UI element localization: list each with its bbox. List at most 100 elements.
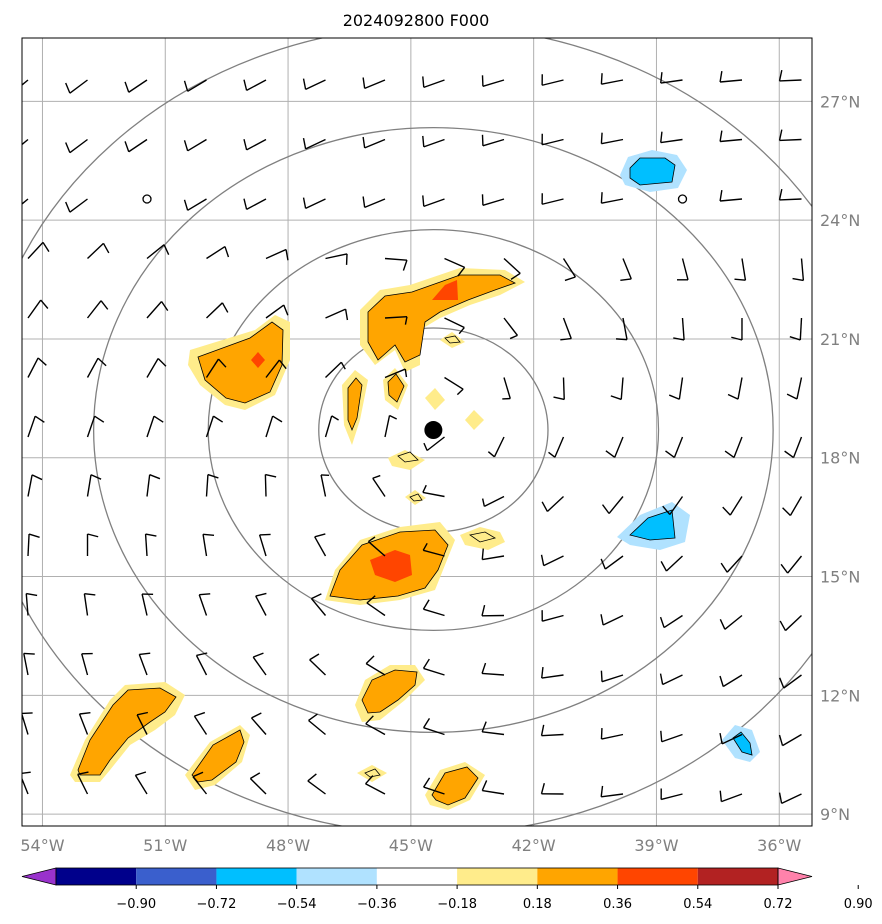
wind-barb-staff — [205, 415, 215, 438]
wind-barb-staff — [800, 258, 805, 281]
wind-barb-staff — [69, 79, 88, 94]
wind-barb-staff — [22, 198, 29, 205]
wind-barb-feather — [423, 442, 428, 451]
wind-barb-staff — [482, 789, 505, 795]
wind-barb-feather — [665, 450, 675, 459]
wind-barb-staff — [136, 714, 148, 735]
wind-barb-feather — [65, 82, 71, 94]
wind-barb-staff — [503, 257, 521, 274]
wind-barb-staff — [372, 477, 386, 497]
wind-barb-staff — [367, 541, 386, 557]
wind-barb-staff — [614, 436, 624, 458]
wind-barb-feather — [778, 792, 783, 804]
colorbar-segment — [537, 868, 618, 885]
wind-barb-staff — [503, 317, 519, 336]
wind-barb-staff — [562, 317, 572, 339]
wind-barb-feather — [541, 501, 548, 512]
wind-barb-feather — [724, 450, 735, 459]
wind-barb-staff — [601, 79, 624, 85]
wind-barb-staff — [741, 258, 747, 281]
wind-barb-feather — [87, 533, 99, 538]
wind-barb-staff — [265, 415, 274, 438]
wind-barb-staff — [444, 257, 465, 269]
colorbar-low-extend — [21, 867, 57, 886]
wind-barb-feather — [6, 84, 11, 94]
wind-barb-feather — [265, 473, 277, 478]
wind-barb-staff — [365, 723, 386, 736]
latitude-tick-label: 27°N — [820, 92, 860, 111]
wind-barb-feather — [423, 777, 431, 788]
wind-barb-feather — [719, 130, 723, 142]
wind-barb-staff — [310, 598, 327, 616]
wind-barb-staff — [426, 436, 445, 452]
wind-barb-feather — [84, 593, 96, 596]
contour-lines — [77, 157, 753, 806]
colorbar-tick-label: −0.54 — [277, 897, 317, 912]
wind-barb-staff — [781, 793, 802, 805]
wind-barb-staff — [86, 357, 99, 378]
wind-barb-feather — [481, 498, 486, 507]
wind-barb-feather — [344, 308, 349, 321]
wind-barb-feather — [28, 533, 40, 538]
wind-barb-feather — [560, 337, 572, 341]
wind-barb-feather — [722, 506, 731, 516]
wind-barb-staff — [146, 474, 151, 497]
wind-barb-staff — [662, 674, 683, 686]
wind-barb-staff — [503, 377, 511, 399]
wind-barb-feather — [660, 72, 663, 84]
wind-barb-feather — [308, 713, 318, 722]
longitude-tick-label: 54°W — [20, 836, 64, 855]
colorbar-segment — [376, 868, 458, 885]
wind-barb-staff — [681, 258, 689, 280]
wind-barb-feather — [422, 484, 427, 493]
wind-barb-feather — [221, 302, 229, 313]
wind-barb-staff — [22, 138, 29, 146]
wind-barb-feather — [481, 548, 484, 560]
wind-barb-staff — [423, 727, 445, 736]
wind-barb-feather — [660, 561, 668, 572]
wind-barb-feather — [600, 73, 603, 85]
wind-barb-staff — [246, 138, 267, 151]
wind-barb-staff — [673, 436, 684, 458]
wind-barb-feather — [727, 393, 739, 400]
wind-barb-feather — [100, 300, 109, 310]
wind-barb-feather — [731, 336, 743, 341]
wind-barb-feather — [124, 81, 130, 93]
wind-barb-staff — [789, 496, 803, 516]
wind-barb-feather — [362, 196, 366, 208]
wind-barb-feather — [366, 595, 376, 604]
wind-barb-staff — [562, 258, 576, 278]
calm-wind-circle — [677, 194, 688, 204]
wind-barb-staff — [309, 659, 326, 676]
wind-barb-staff — [444, 317, 465, 329]
wind-barb-feather — [402, 259, 408, 271]
wind-barb-feather — [456, 388, 464, 396]
wind-barb-feather — [31, 474, 43, 481]
wind-barb-staff — [737, 377, 743, 400]
colorbar-frame — [55, 867, 779, 886]
wind-barb-staff — [423, 549, 445, 557]
wind-barb-feather — [272, 415, 283, 423]
wind-barb-staff — [423, 608, 445, 617]
wind-barb-staff — [543, 555, 564, 567]
wind-barb-staff — [320, 474, 327, 497]
wind-barb-feather — [34, 415, 45, 423]
wind-barb-staff — [661, 733, 683, 743]
wind-barb-feather — [659, 673, 664, 685]
wind-barb-staff — [146, 301, 163, 319]
wind-barb-staff — [678, 377, 684, 400]
wind-barb-staff — [562, 377, 565, 400]
wind-barb-feather — [600, 614, 604, 626]
latitude-tick-label: 15°N — [820, 568, 860, 587]
wind-barb-staff — [482, 198, 505, 206]
wind-barb-staff — [206, 245, 226, 260]
wind-barb-staff — [25, 593, 29, 616]
wind-barb-staff — [308, 719, 326, 736]
wind-barb-feather — [540, 554, 545, 566]
wind-barb-staff — [724, 614, 743, 630]
wind-barb-staff — [541, 198, 564, 205]
wind-barb-staff — [721, 793, 743, 803]
wind-barb-feather — [157, 358, 167, 367]
wind-barb-feather — [199, 593, 211, 596]
wind-barb-feather — [252, 652, 264, 658]
